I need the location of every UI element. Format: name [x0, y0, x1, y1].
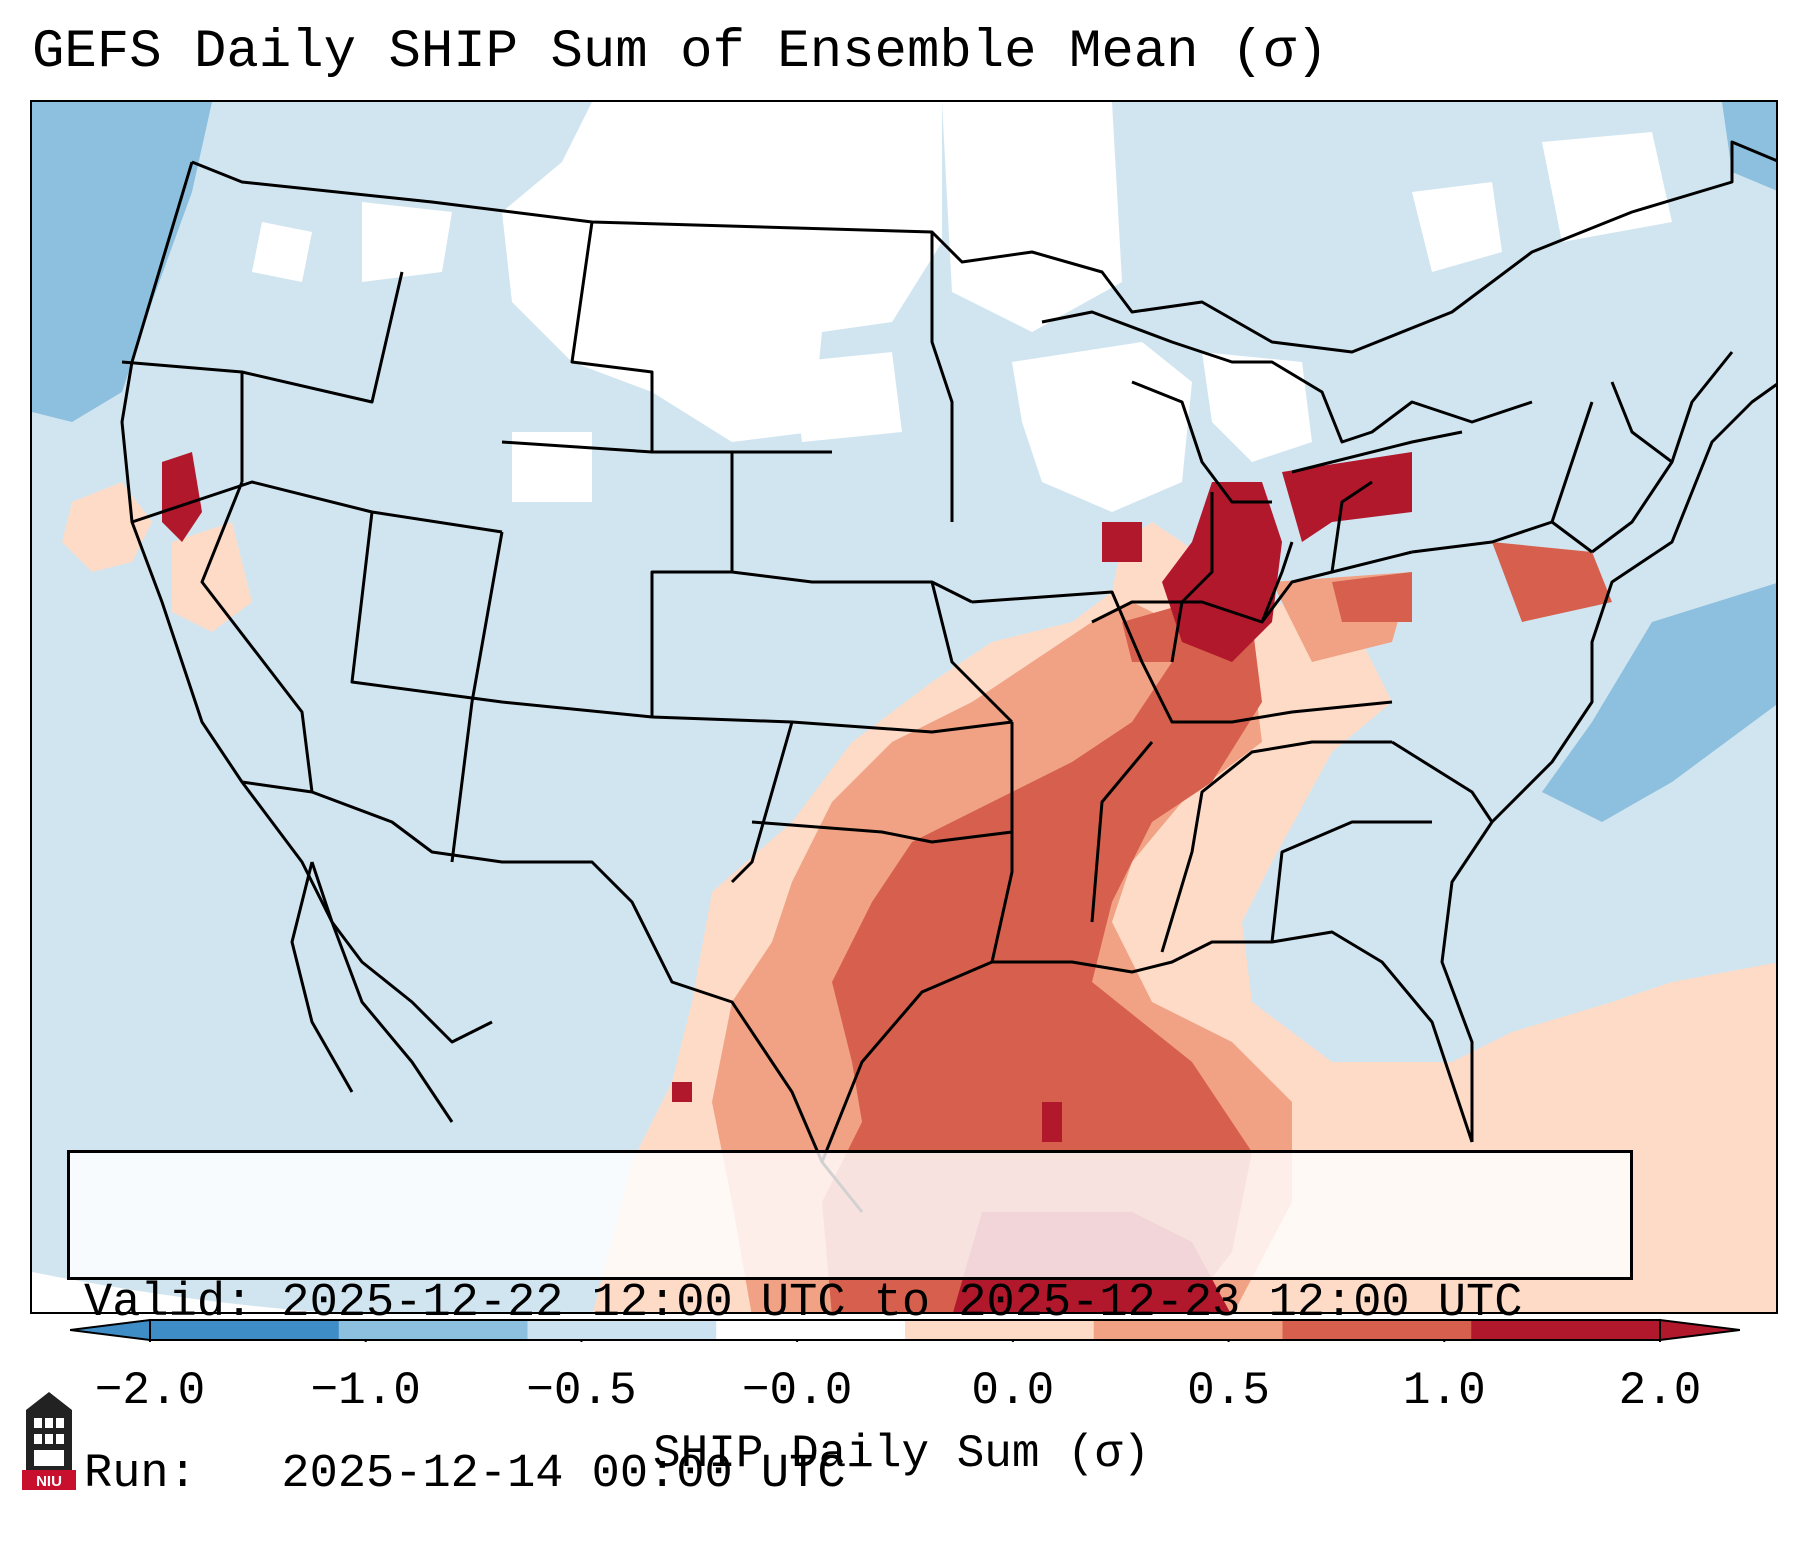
- niu-logo: NIU: [22, 1392, 76, 1490]
- colorbar-outline: [149, 1319, 1661, 1341]
- colorbar-tick-label: 0.0: [971, 1365, 1055, 1417]
- colorbar-segment: [716, 1320, 906, 1340]
- colorbar-tick-label: 2.0: [1618, 1365, 1702, 1417]
- colorbar-segments: [70, 1318, 1740, 1342]
- colorbar-segment: [527, 1320, 717, 1340]
- colorbar-segment: [1471, 1320, 1661, 1340]
- colorbar-extend-high: [1659, 1318, 1740, 1342]
- positive-anomaly-strong: [822, 542, 1612, 1312]
- colorbar-extend-low: [70, 1318, 151, 1342]
- colorbar-tick-label: 1.0: [1402, 1365, 1486, 1417]
- map-panel: [30, 100, 1778, 1314]
- map-canvas: [32, 102, 1776, 1312]
- colorbar-segment: [1282, 1320, 1472, 1340]
- political-boundaries: [120, 140, 1776, 1213]
- near-zero-areas: [252, 102, 1672, 512]
- colorbar-segment: [150, 1320, 340, 1340]
- colorbar-segment: [1093, 1320, 1283, 1340]
- colorbar-label: SHIP Daily Sum (σ): [653, 1428, 1150, 1480]
- validity-info-box: Valid: 2025-12-22 12:00 UTC to 2025-12-2…: [67, 1150, 1633, 1501]
- run-time-line: Run: 2025-12-14 00:00 UTC: [84, 1448, 846, 1501]
- colorbar-tick-label: −0.5: [526, 1365, 637, 1417]
- colorbar-segment: [338, 1320, 528, 1340]
- svg-text:NIU: NIU: [36, 1473, 62, 1490]
- projection-corner-sw: [32, 1272, 319, 1312]
- colorbar-tick-label: −1.0: [310, 1365, 421, 1417]
- colorbar-tick-label: −0.0: [741, 1365, 853, 1417]
- colorbar-tick-label: −2.0: [94, 1365, 206, 1417]
- colorbar-segment: [905, 1320, 1095, 1340]
- chart-title: GEFS Daily SHIP Sum of Ensemble Mean (σ): [32, 22, 1329, 83]
- colorbar: [70, 1318, 1740, 1342]
- colorbar-tick-label: 0.5: [1187, 1365, 1270, 1417]
